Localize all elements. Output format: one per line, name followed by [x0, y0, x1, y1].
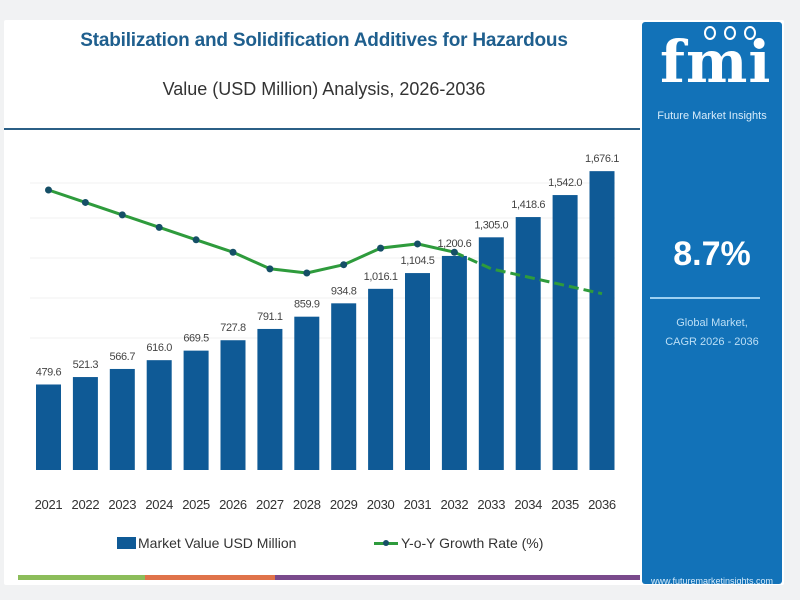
x-tick-label-2035: 2035	[551, 497, 579, 512]
x-tick-label-2027: 2027	[256, 497, 284, 512]
legend-item-market-value: Market Value USD Million	[117, 533, 296, 553]
bar-value-label-2029: 934.8	[331, 285, 357, 297]
cagr-label: Global Market, CAGR 2026 - 2036	[665, 317, 759, 348]
fmi-logo: fmi	[660, 26, 772, 96]
bar-series	[36, 171, 615, 470]
growth-point-2029	[340, 261, 348, 269]
logo-globe-icon	[704, 26, 716, 40]
title-divider	[4, 128, 640, 130]
chart-title: Stabilization and Solidification Additiv…	[80, 30, 568, 51]
growth-point-2031	[414, 240, 421, 248]
bar-2026	[220, 340, 246, 470]
x-tick-label-2033: 2033	[477, 497, 505, 512]
x-axis-tick-labels: 2021 2022 2023 2024 2025 2026 2027 2028 2029 2030…	[35, 497, 617, 512]
x-tick-label-2021: 2021	[35, 497, 63, 512]
x-tick-label-2026: 2026	[219, 497, 247, 512]
x-tick-label-2036: 2036	[588, 497, 616, 512]
bar-2022	[72, 377, 98, 470]
bar-2030	[368, 288, 394, 470]
bar-value-label-2022: 521.3	[73, 359, 99, 371]
logo-caption: Future Market Insights	[657, 110, 767, 122]
growth-point-2025	[192, 236, 200, 244]
bar-value-labels: 479.6 521.3 566.7 616.0 669.5 727.8 791.1 859.9…	[36, 153, 620, 378]
bar-2028	[294, 316, 320, 470]
bar-2032	[441, 255, 467, 470]
bar-value-label-2036: 1,676.1	[585, 153, 619, 165]
growth-point-2024	[155, 223, 163, 231]
bar-value-label-2025: 669.5	[183, 333, 209, 345]
x-tick-label-2022: 2022	[72, 497, 100, 512]
bar-value-label-2028: 859.9	[294, 299, 320, 311]
cagr-value: 8.7%	[673, 235, 751, 273]
bar-2025	[183, 350, 209, 470]
bar-value-label-2031: 1,104.5	[401, 255, 435, 267]
logo-bulb-icon	[744, 26, 756, 40]
bar-value-label-2026: 727.8	[220, 322, 246, 334]
bar-2035	[552, 195, 578, 470]
bar-2024	[146, 360, 172, 470]
bar-2029	[331, 303, 357, 470]
bar-value-label-2023: 566.7	[110, 351, 136, 363]
x-tick-label-2025: 2025	[182, 497, 210, 512]
x-tick-label-2032: 2032	[441, 497, 469, 512]
growth-line-solid	[48, 188, 455, 275]
x-tick-label-2023: 2023	[108, 497, 136, 512]
legend-item-growth-rate: Y-o-Y Growth Rate (%)	[374, 533, 543, 553]
x-tick-label-2034: 2034	[514, 497, 542, 512]
x-tick-label-2031: 2031	[404, 497, 432, 512]
bottom-strip-purple-2	[417, 575, 640, 580]
growth-point-2027	[266, 265, 274, 273]
x-tick-label-2028: 2028	[293, 497, 321, 512]
bar-2021	[36, 384, 61, 470]
bar-2036	[589, 171, 615, 470]
bar-value-label-2024: 616.0	[146, 342, 172, 354]
x-tick-label-2030: 2030	[367, 497, 395, 512]
chart-subtitle: Value (USD Million) Analysis, 2026-2036	[162, 79, 486, 99]
legend-label: Market Value USD Million	[138, 535, 297, 551]
bar-2033	[478, 237, 504, 470]
bar-2031	[405, 273, 430, 470]
bar-value-label-2032: 1,200.6	[437, 238, 471, 250]
legend-line-marker-icon	[374, 537, 398, 549]
growth-point-2028	[303, 269, 311, 277]
website-link[interactable]: www.futuremarketinsights.com	[650, 576, 774, 586]
bar-value-label-2021: 479.6	[36, 366, 62, 378]
bar-value-label-2033: 1,305.0	[474, 219, 508, 231]
growth-point-2021	[45, 186, 52, 194]
growth-point-2023	[118, 211, 126, 219]
bottom-strip-green	[18, 575, 145, 580]
bottom-strip-purple	[275, 575, 417, 580]
bar-value-label-2027: 791.1	[257, 311, 283, 323]
growth-point-2030	[377, 244, 385, 252]
side-panel: fmi Future Market Insights 8.7% Global M…	[642, 22, 782, 586]
growth-point-2032	[450, 248, 458, 256]
legend-label: Y-o-Y Growth Rate (%)	[401, 535, 544, 551]
growth-point-2022	[81, 198, 89, 206]
growth-point-2026	[229, 248, 237, 256]
bar-2023	[109, 368, 135, 470]
bar-value-label-2034: 1,418.6	[511, 199, 545, 211]
bar-value-label-2035: 1,542.0	[548, 177, 582, 189]
growth-line-series	[45, 186, 603, 296]
chart-plot: 479.6 521.3 566.7 616.0 669.5 727.8 791.1 859.9…	[30, 153, 620, 512]
legend-bar-swatch	[117, 537, 136, 549]
growth-line-dashed	[453, 250, 603, 296]
x-tick-label-2029: 2029	[330, 497, 358, 512]
bar-value-label-2030: 1,016.1	[364, 271, 398, 283]
logo-flask-icon	[724, 26, 736, 40]
bottom-strip-orange	[145, 575, 275, 580]
cagr-divider	[650, 297, 760, 299]
x-tick-label-2024: 2024	[145, 497, 173, 512]
bar-2027	[257, 328, 283, 470]
bar-2034	[515, 217, 541, 470]
